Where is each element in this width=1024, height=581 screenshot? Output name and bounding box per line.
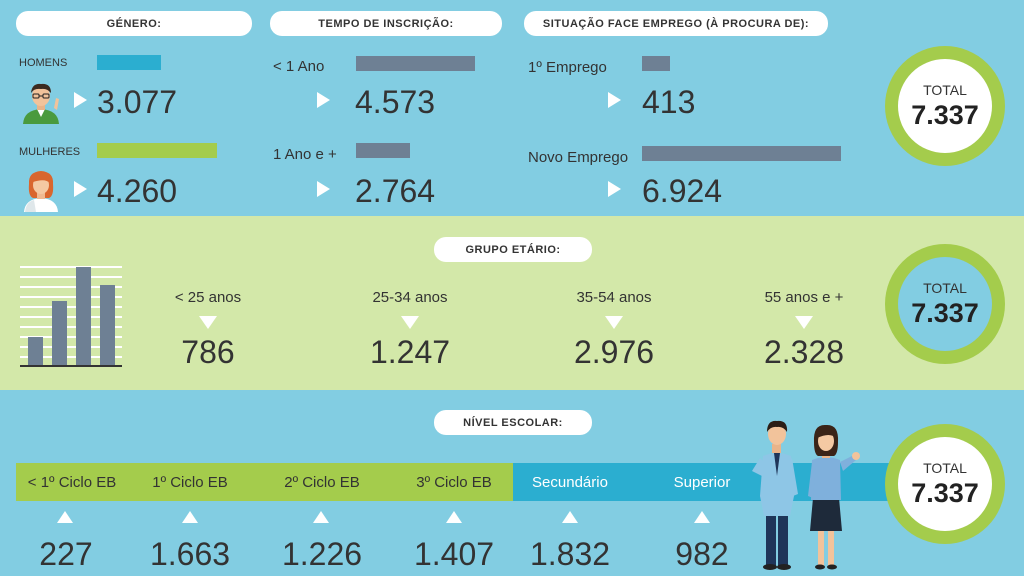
woman-avatar-icon <box>20 168 62 212</box>
up-arrow-icon <box>446 511 462 523</box>
down-arrow-icon <box>605 316 623 329</box>
age-value: 2.328 <box>763 334 845 370</box>
situation-row2-label: Novo Emprego <box>528 149 629 166</box>
education-label: 2º Ciclo EB <box>284 473 360 491</box>
up-arrow-icon <box>57 511 73 523</box>
men-label: HOMENS <box>19 57 68 69</box>
registration-row2-bar <box>356 143 410 158</box>
down-arrow-icon <box>199 316 217 329</box>
age-label: 55 anos e + <box>764 289 844 306</box>
up-arrow-icon <box>313 511 329 523</box>
age-group-title: GRUPO ETÁRIO: <box>434 237 592 262</box>
age-value: 2.976 <box>573 334 655 370</box>
up-arrow-icon <box>182 511 198 523</box>
education-value: 1.832 <box>529 536 611 572</box>
up-arrow-icon <box>694 511 710 523</box>
registration-row1-label: < 1 Ano <box>273 58 325 75</box>
total-value: 7.337 <box>911 99 979 130</box>
registration-time-title: TEMPO DE INSCRIÇÃO: <box>270 11 502 36</box>
age-label: 25-34 anos <box>372 289 448 306</box>
men-value: 3.077 <box>97 84 178 120</box>
registration-row1-value: 4.573 <box>355 84 436 120</box>
education-label: < 1º Ciclo EB <box>27 473 117 491</box>
down-arrow-icon <box>401 316 419 329</box>
education-label: Secundário <box>532 473 608 491</box>
age-label: 35-54 anos <box>576 289 652 306</box>
play-arrow-icon <box>608 181 621 197</box>
situation-row1-label: 1º Emprego <box>528 59 607 76</box>
situation-row1-bar <box>642 56 670 71</box>
play-arrow-icon <box>608 92 621 108</box>
job-situation-title: SITUAÇÃO FACE EMPREGO (À PROCURA DE): <box>524 11 828 36</box>
education-title: NÍVEL ESCOLAR: <box>434 410 592 435</box>
play-arrow-icon <box>74 92 87 108</box>
education-label: 1º Ciclo EB <box>152 473 228 491</box>
women-value: 4.260 <box>97 173 178 209</box>
gender-title: GÉNERO: <box>16 11 252 36</box>
women-label: MULHERES <box>19 146 81 158</box>
situation-row1-value: 413 <box>642 84 696 120</box>
total-label: TOTAL <box>923 459 967 476</box>
registration-row1-bar <box>356 56 475 71</box>
total-value: 7.337 <box>911 477 979 508</box>
down-arrow-icon <box>795 316 813 329</box>
education-value: 1.226 <box>281 536 363 572</box>
education-value: 1.407 <box>413 536 495 572</box>
total-value: 7.337 <box>911 297 979 328</box>
situation-row2-value: 6.924 <box>642 173 723 209</box>
bar-chart-icon <box>18 264 124 368</box>
registration-row2-value: 2.764 <box>355 173 436 209</box>
business-couple-icon <box>750 416 865 576</box>
play-arrow-icon <box>317 92 330 108</box>
education-label: 3º Ciclo EB <box>416 473 492 491</box>
man-avatar-icon <box>20 80 62 124</box>
total-label: TOTAL <box>923 81 967 98</box>
situation-row2-bar <box>642 146 841 161</box>
registration-row2-label: 1 Ano e + <box>273 146 337 163</box>
total-badge: TOTAL 7.337 <box>885 244 1005 364</box>
education-value: 982 <box>675 536 729 572</box>
education-label: Superior <box>673 473 731 491</box>
education-value: 227 <box>39 536 93 572</box>
total-label: TOTAL <box>923 279 967 296</box>
top-section <box>0 0 1024 216</box>
play-arrow-icon <box>74 181 87 197</box>
education-strip-basic <box>16 463 513 501</box>
age-value: 786 <box>181 334 235 370</box>
total-badge: TOTAL 7.337 <box>885 46 1005 166</box>
men-bar <box>97 55 161 70</box>
age-value: 1.247 <box>369 334 451 370</box>
play-arrow-icon <box>317 181 330 197</box>
up-arrow-icon <box>562 511 578 523</box>
total-badge: TOTAL 7.337 <box>885 424 1005 544</box>
education-value: 1.663 <box>149 536 231 572</box>
women-bar <box>97 143 217 158</box>
age-label: < 25 anos <box>174 289 242 306</box>
